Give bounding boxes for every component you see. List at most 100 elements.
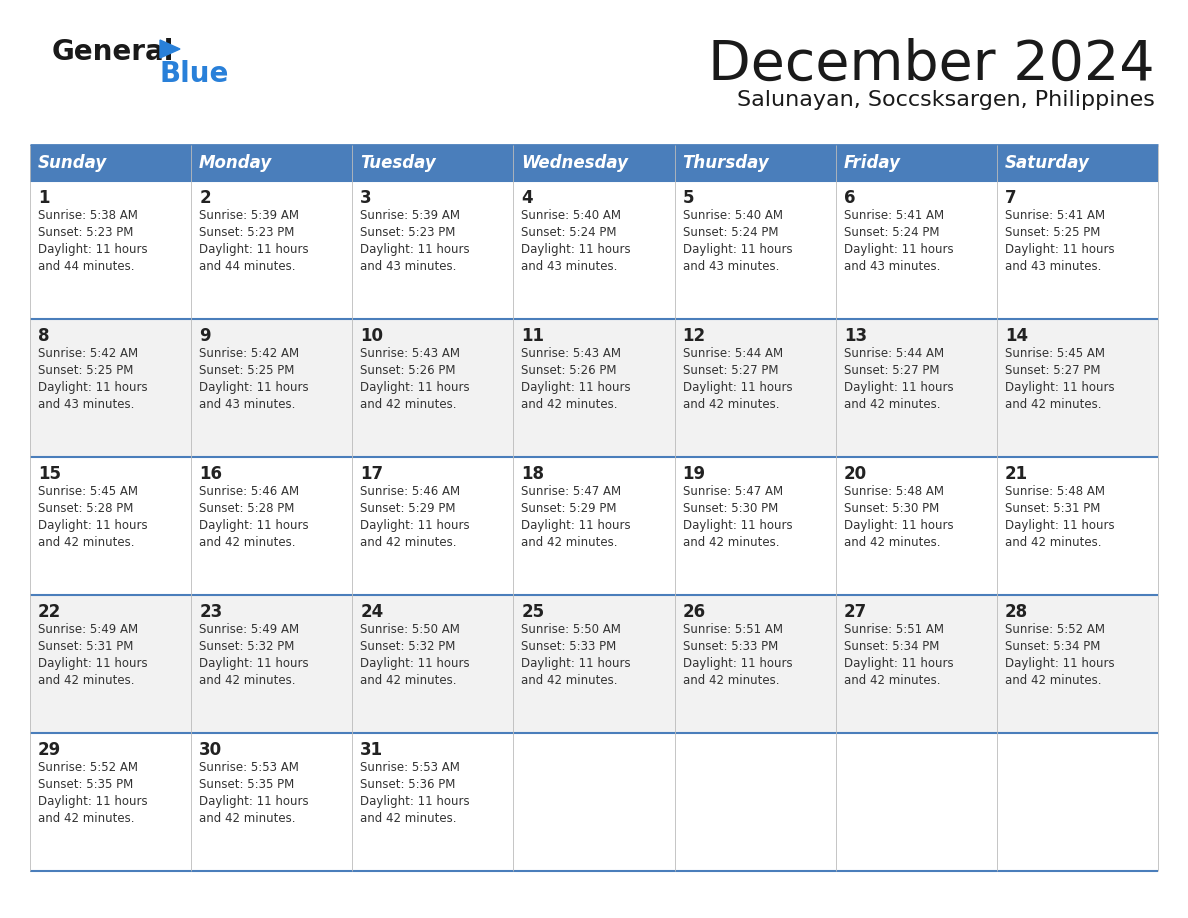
Text: Daylight: 11 hours: Daylight: 11 hours [683, 243, 792, 256]
Text: Sunset: 5:24 PM: Sunset: 5:24 PM [522, 226, 617, 239]
Bar [353, 319, 513, 457]
Bar [353, 733, 513, 871]
Bar [513, 595, 675, 733]
Text: and 44 minutes.: and 44 minutes. [200, 260, 296, 273]
Text: Daylight: 11 hours: Daylight: 11 hours [683, 381, 792, 394]
Text: Sunset: 5:33 PM: Sunset: 5:33 PM [683, 640, 778, 653]
Bar [997, 595, 1158, 733]
Text: and 43 minutes.: and 43 minutes. [38, 398, 134, 411]
Text: Sunset: 5:36 PM: Sunset: 5:36 PM [360, 778, 456, 791]
Text: 14: 14 [1005, 327, 1028, 345]
Text: Sunrise: 5:50 AM: Sunrise: 5:50 AM [360, 623, 460, 636]
Bar [191, 181, 353, 319]
Text: 20: 20 [843, 465, 867, 483]
Bar [835, 145, 997, 181]
Text: 29: 29 [38, 741, 62, 759]
Text: Sunrise: 5:50 AM: Sunrise: 5:50 AM [522, 623, 621, 636]
Text: Daylight: 11 hours: Daylight: 11 hours [843, 657, 953, 670]
Bar [513, 319, 675, 457]
Text: and 42 minutes.: and 42 minutes. [360, 812, 456, 825]
Text: Sunset: 5:35 PM: Sunset: 5:35 PM [38, 778, 133, 791]
Text: Daylight: 11 hours: Daylight: 11 hours [843, 381, 953, 394]
Text: 16: 16 [200, 465, 222, 483]
Text: Daylight: 11 hours: Daylight: 11 hours [200, 519, 309, 532]
Text: Sunrise: 5:45 AM: Sunrise: 5:45 AM [38, 485, 138, 498]
Text: and 42 minutes.: and 42 minutes. [843, 398, 940, 411]
Bar [675, 733, 835, 871]
Text: Sunset: 5:31 PM: Sunset: 5:31 PM [1005, 502, 1100, 515]
Text: Sunrise: 5:47 AM: Sunrise: 5:47 AM [522, 485, 621, 498]
Bar [835, 595, 997, 733]
Text: Blue: Blue [160, 60, 229, 88]
Text: Sunset: 5:28 PM: Sunset: 5:28 PM [200, 502, 295, 515]
Text: Sunrise: 5:51 AM: Sunrise: 5:51 AM [843, 623, 943, 636]
Text: Sunrise: 5:53 AM: Sunrise: 5:53 AM [360, 761, 460, 774]
Text: 27: 27 [843, 603, 867, 621]
Text: Daylight: 11 hours: Daylight: 11 hours [38, 519, 147, 532]
Bar [675, 145, 835, 181]
Text: Daylight: 11 hours: Daylight: 11 hours [1005, 381, 1114, 394]
Text: Sunset: 5:27 PM: Sunset: 5:27 PM [1005, 364, 1100, 377]
Text: 1: 1 [38, 189, 50, 207]
Bar [513, 733, 675, 871]
Text: 21: 21 [1005, 465, 1028, 483]
Text: 31: 31 [360, 741, 384, 759]
Text: 13: 13 [843, 327, 867, 345]
Text: Sunrise: 5:52 AM: Sunrise: 5:52 AM [1005, 623, 1105, 636]
Text: Daylight: 11 hours: Daylight: 11 hours [38, 243, 147, 256]
Text: Daylight: 11 hours: Daylight: 11 hours [1005, 519, 1114, 532]
Bar [675, 595, 835, 733]
Text: Daylight: 11 hours: Daylight: 11 hours [360, 657, 470, 670]
Text: and 43 minutes.: and 43 minutes. [843, 260, 940, 273]
Text: 24: 24 [360, 603, 384, 621]
Text: and 43 minutes.: and 43 minutes. [522, 260, 618, 273]
Text: 5: 5 [683, 189, 694, 207]
Text: and 42 minutes.: and 42 minutes. [843, 536, 940, 549]
Bar [675, 457, 835, 595]
Text: Sunset: 5:23 PM: Sunset: 5:23 PM [200, 226, 295, 239]
Text: 2: 2 [200, 189, 210, 207]
Bar [997, 319, 1158, 457]
Text: Sunrise: 5:53 AM: Sunrise: 5:53 AM [200, 761, 299, 774]
Bar [191, 319, 353, 457]
Text: Sunrise: 5:40 AM: Sunrise: 5:40 AM [522, 209, 621, 222]
Text: Daylight: 11 hours: Daylight: 11 hours [200, 243, 309, 256]
Text: Sunset: 5:31 PM: Sunset: 5:31 PM [38, 640, 133, 653]
Text: Sunset: 5:30 PM: Sunset: 5:30 PM [683, 502, 778, 515]
Text: 8: 8 [38, 327, 50, 345]
Text: Daylight: 11 hours: Daylight: 11 hours [200, 657, 309, 670]
Text: and 42 minutes.: and 42 minutes. [683, 674, 779, 687]
Text: Daylight: 11 hours: Daylight: 11 hours [683, 519, 792, 532]
Text: Sunset: 5:24 PM: Sunset: 5:24 PM [843, 226, 940, 239]
Bar [997, 181, 1158, 319]
Text: Sunset: 5:30 PM: Sunset: 5:30 PM [843, 502, 939, 515]
Text: 12: 12 [683, 327, 706, 345]
Text: Sunset: 5:24 PM: Sunset: 5:24 PM [683, 226, 778, 239]
Text: and 42 minutes.: and 42 minutes. [683, 536, 779, 549]
Polygon shape [160, 40, 181, 58]
Text: Sunrise: 5:43 AM: Sunrise: 5:43 AM [360, 347, 460, 360]
Text: and 42 minutes.: and 42 minutes. [38, 536, 134, 549]
Text: Sunset: 5:27 PM: Sunset: 5:27 PM [843, 364, 940, 377]
Text: Sunrise: 5:46 AM: Sunrise: 5:46 AM [200, 485, 299, 498]
Text: Monday: Monday [200, 154, 272, 172]
Text: Daylight: 11 hours: Daylight: 11 hours [1005, 243, 1114, 256]
Text: Sunrise: 5:39 AM: Sunrise: 5:39 AM [200, 209, 299, 222]
Text: and 44 minutes.: and 44 minutes. [38, 260, 134, 273]
Text: 3: 3 [360, 189, 372, 207]
Text: and 42 minutes.: and 42 minutes. [200, 536, 296, 549]
Text: Daylight: 11 hours: Daylight: 11 hours [200, 795, 309, 808]
Bar [835, 181, 997, 319]
Text: Sunrise: 5:44 AM: Sunrise: 5:44 AM [843, 347, 943, 360]
Text: Sunrise: 5:38 AM: Sunrise: 5:38 AM [38, 209, 138, 222]
Text: Daylight: 11 hours: Daylight: 11 hours [683, 657, 792, 670]
Bar [353, 595, 513, 733]
Text: Daylight: 11 hours: Daylight: 11 hours [200, 381, 309, 394]
Text: and 42 minutes.: and 42 minutes. [522, 536, 618, 549]
Text: and 42 minutes.: and 42 minutes. [38, 674, 134, 687]
Text: 18: 18 [522, 465, 544, 483]
Bar [191, 595, 353, 733]
Bar [513, 145, 675, 181]
Text: Daylight: 11 hours: Daylight: 11 hours [522, 519, 631, 532]
Text: Sunrise: 5:49 AM: Sunrise: 5:49 AM [200, 623, 299, 636]
